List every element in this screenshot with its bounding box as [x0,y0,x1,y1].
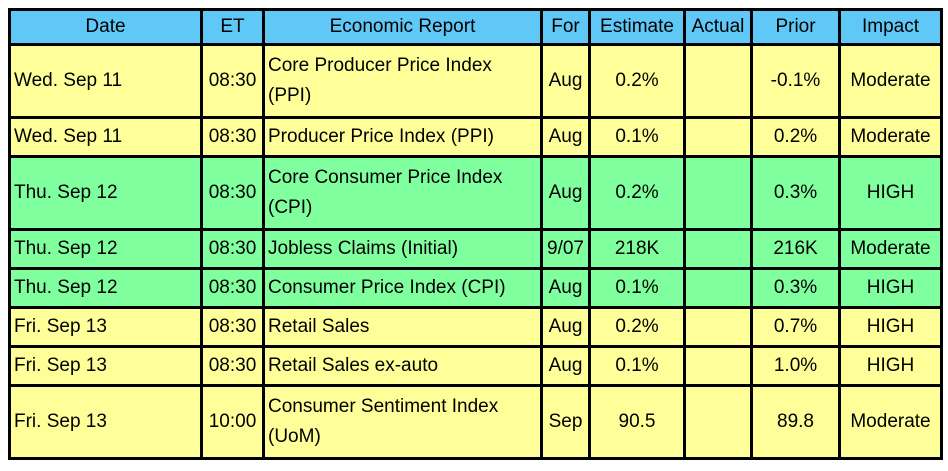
table-cell: 0.3% [750,155,841,231]
table-cell: Thu. Sep 12 [8,228,203,270]
column-header: Actual [683,8,753,46]
table-row: Fri. Sep 13 10:00 Consumer Sentiment Index… [8,384,943,460]
table-cell: Moderate [838,43,943,119]
column-header: Prior [750,8,841,46]
table-cell: Aug [540,345,591,387]
table-cell [683,228,753,270]
table-cell: 9/07 [540,228,591,270]
table-cell: Consumer Sentiment Index (UoM) [262,384,543,460]
table-cell [683,43,753,119]
table-cell: 90.5 [588,384,686,460]
table-cell: 0.1% [588,267,686,309]
table-cell: Jobless Claims (Initial) [262,228,543,270]
table-cell: HIGH [838,155,943,231]
column-header: Impact [838,8,943,46]
column-header: ET [200,8,265,46]
column-header: Economic Report [262,8,543,46]
table-cell: 0.1% [588,116,686,158]
table-cell: 0.2% [588,155,686,231]
table-cell [683,267,753,309]
table-cell: Retail Sales ex-auto [262,345,543,387]
table-cell: 0.3% [750,267,841,309]
table-cell: 0.1% [588,345,686,387]
table-cell: Thu. Sep 12 [8,267,203,309]
table-cell [683,384,753,460]
table-cell: Sep [540,384,591,460]
table-cell: 0.2% [750,116,841,158]
table-cell: 10:00 [200,384,265,460]
table-cell: 08:30 [200,345,265,387]
table-cell: Producer Price Index (PPI) [262,116,543,158]
table-cell: 216K [750,228,841,270]
table-cell: 1.0% [750,345,841,387]
table-row: Fri. Sep 13 08:30 Retail Sales Aug 0.2% 0.7% H… [8,306,943,348]
table-cell [683,345,753,387]
table-cell: Moderate [838,116,943,158]
table-cell: Moderate [838,384,943,460]
table-cell: Aug [540,116,591,158]
column-header: For [540,8,591,46]
table-cell: HIGH [838,306,943,348]
table-cell: 08:30 [200,267,265,309]
table-cell: Core Producer Price Index (PPI) [262,43,543,119]
table-cell: -0.1% [750,43,841,119]
table-row: Wed. Sep 11 08:30 Producer Price Index (PP… [8,116,943,158]
table-cell: 0.7% [750,306,841,348]
table-cell: HIGH [838,345,943,387]
column-header: Estimate [588,8,686,46]
table-cell [683,155,753,231]
table-cell: HIGH [838,267,943,309]
table-cell [683,306,753,348]
table-cell: Wed. Sep 11 [8,43,203,119]
table-cell: Retail Sales [262,306,543,348]
table-cell: Fri. Sep 13 [8,306,203,348]
table-cell: Aug [540,155,591,231]
table-cell: Fri. Sep 13 [8,384,203,460]
table-cell: 08:30 [200,228,265,270]
table-cell: 218K [588,228,686,270]
table-body: Wed. Sep 11 08:30 Core Producer Price Inde… [8,43,943,460]
table-cell [683,116,753,158]
table-row: Wed. Sep 11 08:30 Core Producer Price Inde… [8,43,943,119]
table-cell: Aug [540,306,591,348]
table-row: Fri. Sep 13 08:30 Retail Sales ex-auto Aug 0… [8,345,943,387]
economic-calendar: Date ET Economic Report For Estimate Actual Pr… [8,8,943,460]
table-row: Thu. Sep 12 08:30 Jobless Claims (Initial)… [8,228,943,270]
table-row: Thu. Sep 12 08:30 Consumer Price Index (CP… [8,267,943,309]
table-cell: 08:30 [200,43,265,119]
table-cell: 0.2% [588,43,686,119]
column-header: Date [8,8,203,46]
table-cell: Core Consumer Price Index (CPI) [262,155,543,231]
table-cell: Aug [540,267,591,309]
table-cell: Fri. Sep 13 [8,345,203,387]
table-row: Thu. Sep 12 08:30 Core Consumer Price Inde… [8,155,943,231]
table-cell: Aug [540,43,591,119]
table-cell: Thu. Sep 12 [8,155,203,231]
table-cell: 89.8 [750,384,841,460]
table-cell: Wed. Sep 11 [8,116,203,158]
header-row: Date ET Economic Report For Estimate Actual Pr… [8,8,943,46]
table-cell: 08:30 [200,155,265,231]
table-cell: 0.2% [588,306,686,348]
table-cell: Moderate [838,228,943,270]
table-cell: 08:30 [200,116,265,158]
table-cell: Consumer Price Index (CPI) [262,267,543,309]
table-cell: 08:30 [200,306,265,348]
